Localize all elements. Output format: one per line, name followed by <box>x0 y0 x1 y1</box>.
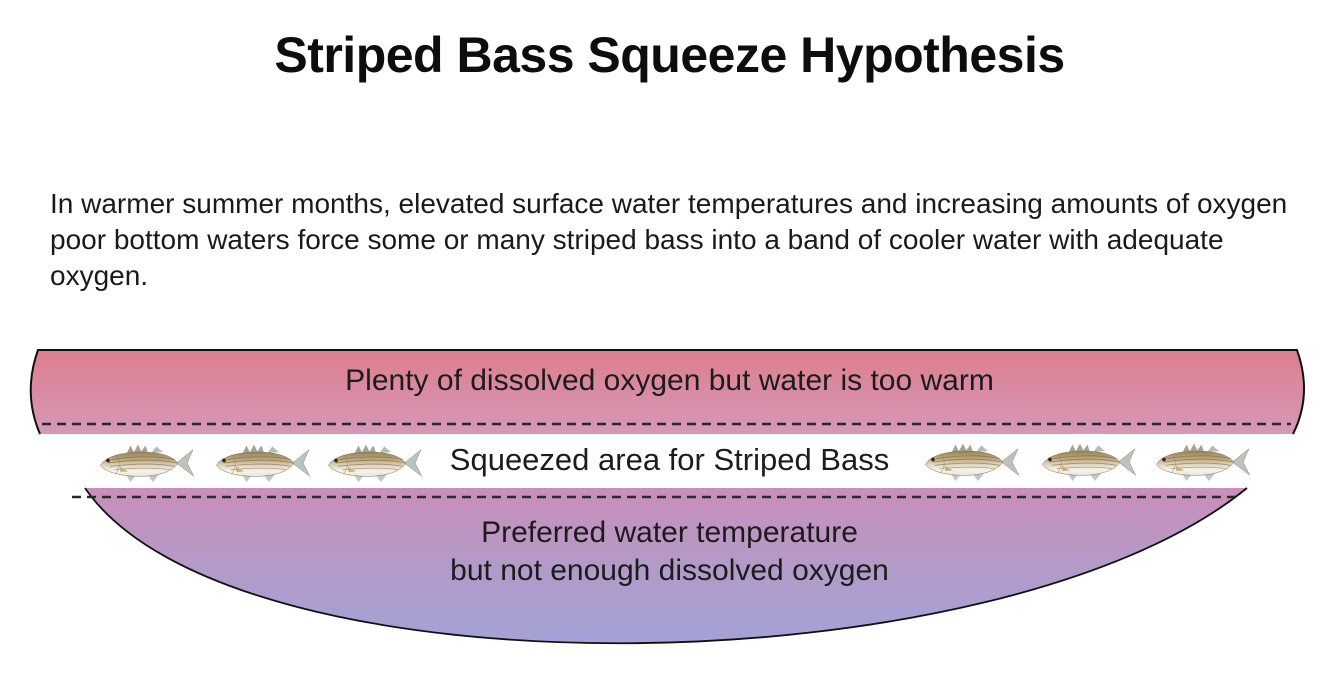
cool-zone-shape <box>85 488 1247 644</box>
intro-paragraph: In warmer summer months, elevated surfac… <box>50 188 1288 291</box>
cool-zone-label-line1: Preferred water temperature <box>481 516 858 549</box>
cool-zone-outline <box>84 487 1248 645</box>
warm-zone-outline <box>29 349 1305 435</box>
page-title: Striped Bass Squeeze Hypothesis <box>274 27 1065 83</box>
cool-zone-label: Preferred water temperature but not enou… <box>0 514 1339 590</box>
warm-zone-label: Plenty of dissolved oxygen but water is … <box>345 364 994 397</box>
cool-zone-label-line2: but not enough dissolved oxygen <box>450 554 889 587</box>
squeezed-zone-label: Squeezed area for Striped Bass <box>449 442 890 477</box>
warm-zone-shape <box>30 350 1305 434</box>
